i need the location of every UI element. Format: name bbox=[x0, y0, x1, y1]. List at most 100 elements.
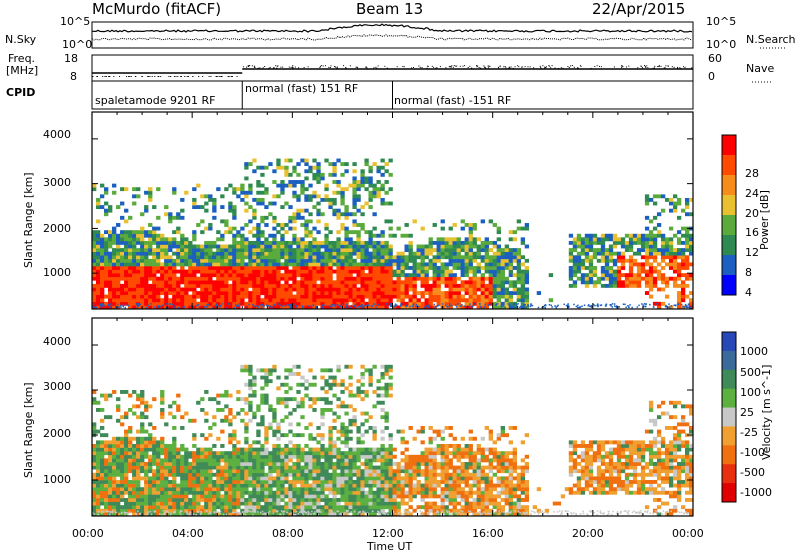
power-cell bbox=[224, 244, 229, 249]
velocity-cell bbox=[248, 372, 253, 376]
power-cell bbox=[112, 291, 117, 295]
nave-dot bbox=[345, 67, 347, 69]
freq-tick-top: 18 bbox=[64, 52, 78, 65]
velocity-cell bbox=[100, 462, 105, 466]
power-cell bbox=[456, 276, 461, 281]
velocity-cell bbox=[120, 487, 125, 492]
power-cell bbox=[344, 294, 349, 299]
velocity-cell bbox=[136, 454, 141, 459]
power-cell bbox=[676, 269, 682, 274]
power-cell bbox=[156, 233, 161, 238]
velocity-cell bbox=[312, 397, 317, 402]
velocity-cell bbox=[304, 512, 309, 517]
power-cell bbox=[204, 298, 209, 303]
velocity-cell bbox=[224, 393, 229, 398]
velocity-cell bbox=[148, 404, 153, 409]
velocity-cell bbox=[248, 386, 253, 391]
power-cell bbox=[276, 183, 281, 188]
velocity-cell bbox=[132, 480, 137, 484]
velocity-cell bbox=[112, 440, 117, 445]
power-cell bbox=[344, 251, 349, 256]
power-cell bbox=[268, 244, 273, 249]
velocity-cell bbox=[276, 498, 281, 502]
velocity-cell bbox=[208, 469, 213, 474]
power-cell bbox=[164, 291, 169, 295]
velocity-cell bbox=[120, 483, 125, 488]
velocity-cell bbox=[152, 480, 157, 484]
velocity-cell bbox=[136, 469, 141, 474]
power-cell bbox=[208, 280, 213, 285]
velocity-cell bbox=[140, 465, 145, 470]
velocity-cell bbox=[136, 476, 141, 481]
power-ground-cell bbox=[316, 307, 318, 309]
power-cell bbox=[112, 276, 117, 281]
power-cell bbox=[264, 223, 269, 227]
velocity-cell bbox=[256, 429, 261, 434]
power-cell bbox=[300, 255, 305, 260]
velocity-cell bbox=[124, 458, 129, 463]
power-ground-cell bbox=[120, 306, 122, 308]
power-cell bbox=[684, 283, 690, 288]
velocity-cell bbox=[272, 476, 277, 481]
velocity-cell bbox=[228, 487, 233, 492]
power-cell bbox=[324, 301, 329, 306]
power-cell bbox=[288, 298, 293, 303]
power-ground-cell bbox=[237, 305, 240, 307]
power-cell bbox=[276, 283, 281, 288]
power-cell bbox=[124, 233, 129, 238]
power-cell bbox=[168, 291, 173, 295]
velocity-cell bbox=[132, 490, 137, 495]
power-cell bbox=[340, 269, 345, 274]
power-cell bbox=[156, 283, 161, 288]
power-cell bbox=[348, 298, 353, 303]
velocity-cell bbox=[236, 397, 241, 402]
power-cell bbox=[668, 262, 674, 267]
power-cell bbox=[364, 240, 369, 245]
power-cell bbox=[480, 244, 485, 249]
power-cell bbox=[452, 273, 457, 278]
power-cell bbox=[404, 276, 409, 281]
velocity-cell bbox=[280, 418, 285, 423]
power-cell bbox=[280, 294, 285, 299]
velocity-cell bbox=[92, 501, 97, 506]
power-cell bbox=[112, 301, 117, 306]
power-cell bbox=[292, 287, 297, 292]
power-cell bbox=[316, 165, 321, 170]
velocity-cell bbox=[180, 476, 185, 481]
power-cell bbox=[228, 201, 233, 206]
velocity-cell bbox=[256, 404, 261, 409]
velocity-cell bbox=[316, 476, 321, 481]
power-ground-cell bbox=[681, 303, 683, 306]
velocity-cell bbox=[144, 480, 149, 484]
power-cell bbox=[408, 255, 413, 260]
power-cell bbox=[568, 251, 574, 256]
velocity-cell bbox=[232, 498, 237, 502]
velocity-cell bbox=[160, 472, 165, 477]
power-cell bbox=[648, 276, 654, 281]
power-cell bbox=[176, 287, 181, 292]
power-cell bbox=[288, 291, 293, 295]
power-cell bbox=[276, 269, 281, 274]
power-cell bbox=[240, 262, 245, 267]
power-cell bbox=[188, 244, 193, 249]
power-cell bbox=[304, 283, 309, 288]
power-cell bbox=[488, 219, 493, 224]
power-cell bbox=[684, 237, 690, 242]
power-cell bbox=[276, 240, 281, 245]
nave-dot bbox=[621, 66, 623, 68]
power-cell bbox=[172, 237, 177, 242]
power-cell bbox=[288, 294, 293, 299]
cpid-label: CPID bbox=[6, 86, 36, 99]
power-cell bbox=[276, 291, 281, 295]
nave-dot bbox=[464, 65, 466, 67]
power-cell bbox=[192, 205, 197, 210]
velocity-cell bbox=[216, 494, 221, 499]
velocity-cell bbox=[116, 462, 121, 466]
power-cell bbox=[688, 262, 694, 267]
power-cell bbox=[632, 262, 638, 267]
power-cell bbox=[148, 190, 153, 195]
power-cell bbox=[100, 255, 105, 260]
power-cell bbox=[656, 230, 662, 235]
power-cell bbox=[396, 283, 401, 288]
power-cell bbox=[240, 287, 245, 292]
